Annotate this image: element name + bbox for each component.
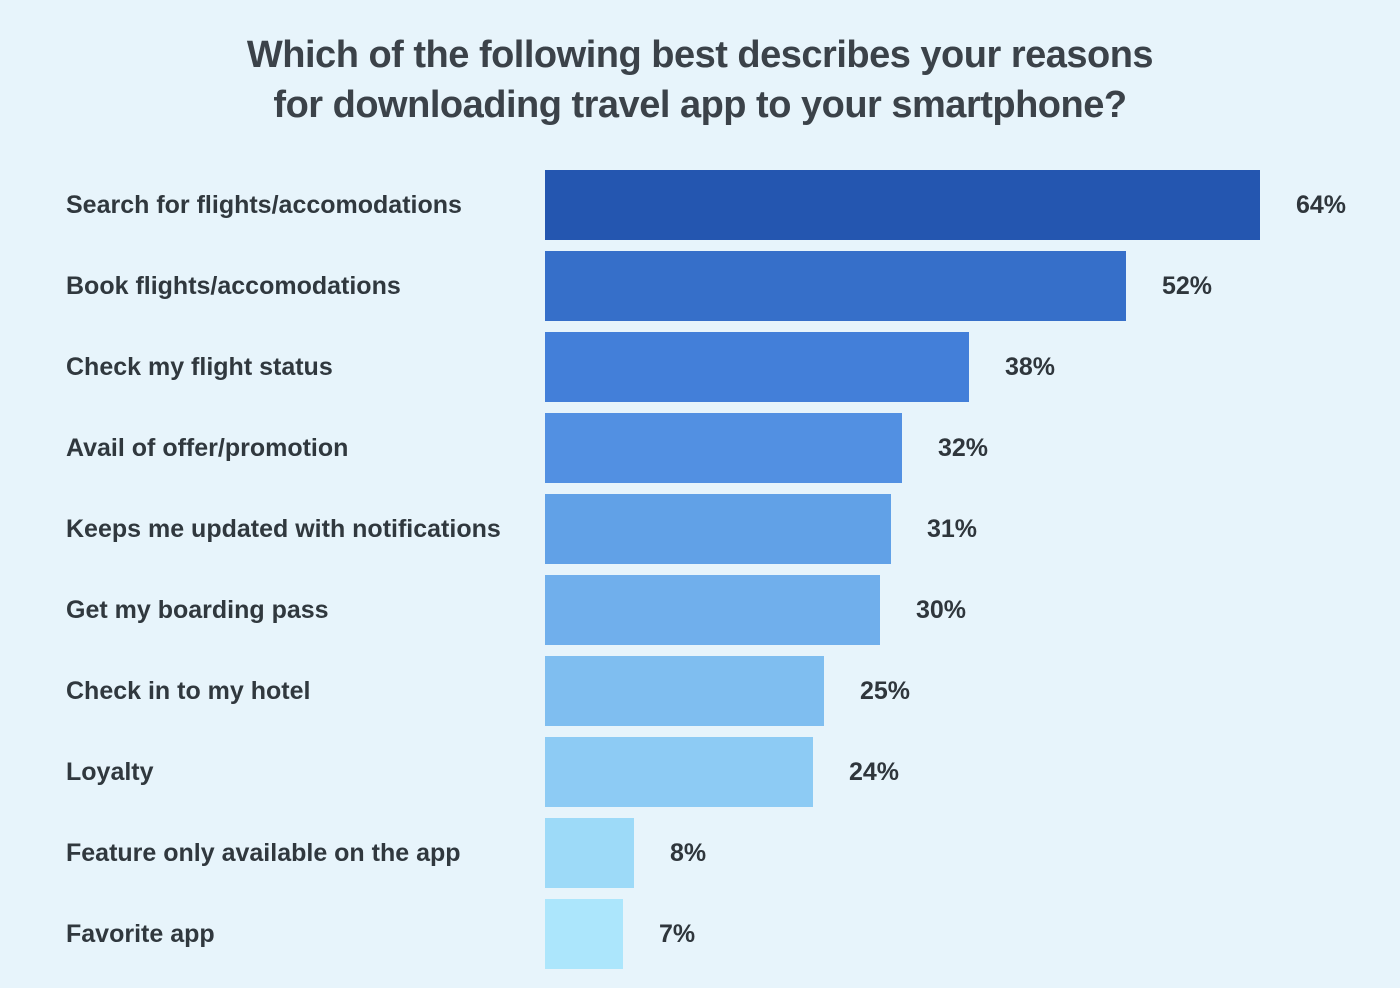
bar-chart-rows: Search for flights/accomodations 64% Book … <box>0 170 1400 969</box>
chart-row: Check my flight status 38% <box>0 332 1400 402</box>
value-label: 30% <box>916 595 967 624</box>
category-label: Search for flights/accomodations <box>66 190 462 219</box>
chart-row: Avail of offer/promotion 32% <box>0 413 1400 483</box>
value-label: 31% <box>927 514 978 543</box>
value-label: 24% <box>849 757 900 786</box>
category-label: Keeps me updated with notifications <box>66 514 501 543</box>
category-label: Favorite app <box>66 919 215 948</box>
value-label: 38% <box>1005 352 1056 381</box>
bar <box>545 656 824 726</box>
category-label: Check my flight status <box>66 352 333 381</box>
chart-title: Which of the following best describes yo… <box>0 0 1400 130</box>
value-label: 52% <box>1162 271 1213 300</box>
chart-row: Keeps me updated with notifications 31% <box>0 494 1400 564</box>
bar <box>545 332 969 402</box>
bar-area: 52% <box>545 251 1400 321</box>
bar-area: 31% <box>545 494 1400 564</box>
bar <box>545 899 623 969</box>
bar <box>545 413 902 483</box>
chart-row: Book flights/accomodations 52% <box>0 251 1400 321</box>
bar-area: 64% <box>545 170 1400 240</box>
chart-row: Check in to my hotel 25% <box>0 656 1400 726</box>
value-label: 32% <box>938 433 989 462</box>
bar <box>545 737 813 807</box>
chart-row: Search for flights/accomodations 64% <box>0 170 1400 240</box>
bar-area: 25% <box>545 656 1400 726</box>
category-label: Loyalty <box>66 757 154 786</box>
chart-title-line1: Which of the following best describes yo… <box>246 34 1154 76</box>
category-label: Check in to my hotel <box>66 676 311 705</box>
chart-row: Favorite app 7% <box>0 899 1400 969</box>
bar-area: 8% <box>545 818 1400 888</box>
chart-row: Loyalty 24% <box>0 737 1400 807</box>
value-label: 64% <box>1296 190 1347 219</box>
bar-area: 30% <box>545 575 1400 645</box>
bar-area: 32% <box>545 413 1400 483</box>
chart-row: Feature only available on the app 8% <box>0 818 1400 888</box>
bar <box>545 818 634 888</box>
category-label: Get my boarding pass <box>66 595 329 624</box>
chart-title-line2: for downloading travel app to your smart… <box>273 84 1127 126</box>
bar <box>545 575 880 645</box>
bar <box>545 170 1260 240</box>
value-label: 8% <box>670 838 707 867</box>
value-label: 25% <box>860 676 911 705</box>
bar-area: 38% <box>545 332 1400 402</box>
bar-chart: Search for flights/accomodations 64% Book … <box>0 170 1400 969</box>
category-label: Avail of offer/promotion <box>66 433 349 462</box>
bar-area: 24% <box>545 737 1400 807</box>
bar <box>545 251 1126 321</box>
bar-area: 7% <box>545 899 1400 969</box>
chart-row: Get my boarding pass 30% <box>0 575 1400 645</box>
category-label: Feature only available on the app <box>66 838 461 867</box>
category-label: Book flights/accomodations <box>66 271 401 300</box>
value-label: 7% <box>659 919 696 948</box>
bar <box>545 494 891 564</box>
